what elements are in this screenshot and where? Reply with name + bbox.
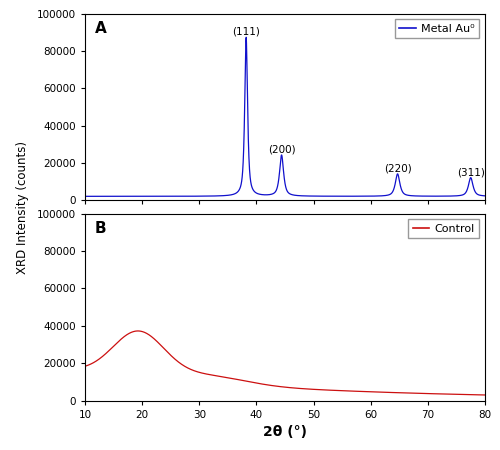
X-axis label: 2θ (°): 2θ (°) [263, 425, 307, 439]
Text: B: B [95, 221, 106, 236]
Text: (311): (311) [457, 167, 484, 177]
Text: XRD Intensity (counts): XRD Intensity (counts) [16, 140, 29, 274]
Text: (200): (200) [268, 144, 295, 155]
Text: (220): (220) [384, 163, 411, 173]
Legend: Control: Control [408, 219, 480, 238]
Text: A: A [95, 21, 107, 36]
Legend: Metal Au⁰: Metal Au⁰ [394, 19, 480, 38]
Text: (111): (111) [232, 27, 260, 37]
